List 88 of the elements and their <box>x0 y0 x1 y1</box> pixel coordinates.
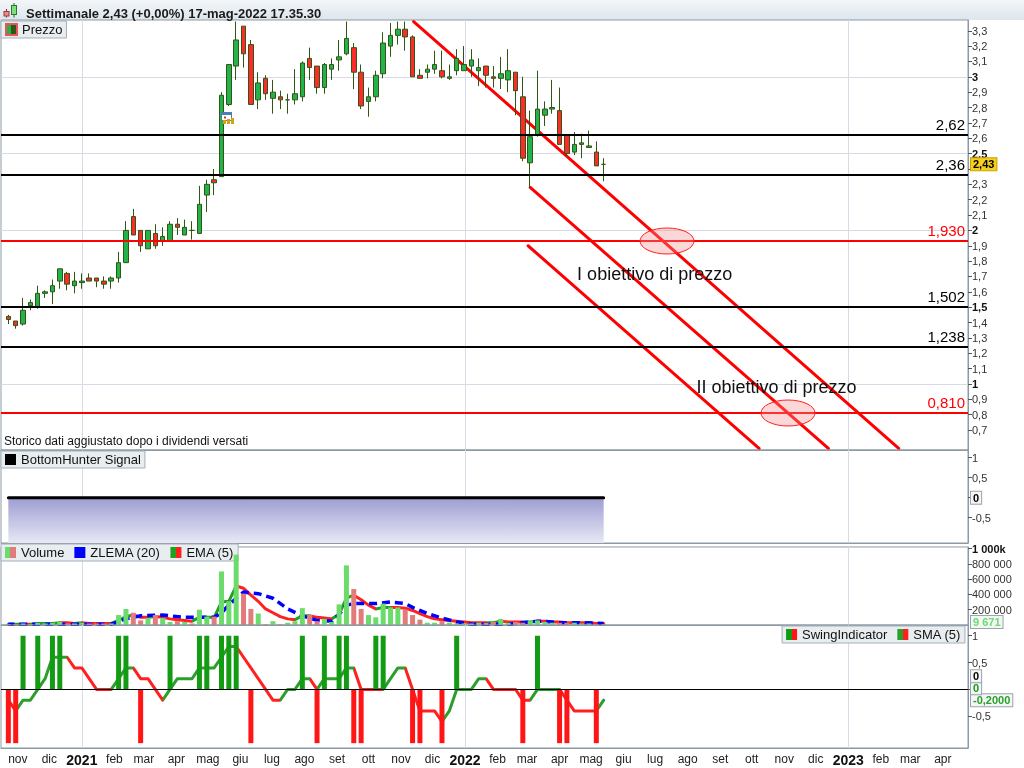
x-tick-label: mag <box>579 752 603 766</box>
y-tick-label: 0,7 <box>972 424 988 437</box>
x-tick-label: apr <box>934 752 952 766</box>
y-tick-label: 200 000 <box>972 603 1012 616</box>
y-tick-label: 2,6 <box>972 132 988 145</box>
x-tick-label: dic <box>424 752 441 766</box>
x-tick-label: lug <box>263 752 280 766</box>
y-tick-label: 1,7 <box>972 270 988 283</box>
x-tick-label: feb <box>106 752 124 766</box>
x-tick-label: dic <box>41 752 57 766</box>
y-tick-label: 2,1 <box>972 209 988 222</box>
legend-label: SwingIndicator <box>802 627 888 642</box>
x-tick-label: nov <box>774 752 794 766</box>
y-tick-label: 3 <box>972 70 979 83</box>
ref-line-label: 1,238 <box>927 328 965 346</box>
x-tick-label: dic <box>808 752 824 766</box>
y-tick-label: 1,5 <box>972 301 988 314</box>
y-tick-label: 1,6 <box>972 285 988 298</box>
y-tick-label: 0,5 <box>972 656 988 669</box>
x-tick-label: ott <box>745 752 760 766</box>
ref-line-label: 2,36 <box>935 156 965 174</box>
text: 9 671 <box>973 616 1001 628</box>
x-tick-label: feb <box>489 752 507 766</box>
legend-label: ZLEMA (20) <box>90 545 160 560</box>
ref-line-label: 1,502 <box>927 288 965 306</box>
y-tick-label: 3,3 <box>972 24 988 37</box>
y-tick-label: 0,9 <box>972 393 988 406</box>
y-tick-label: 2,9 <box>972 86 988 99</box>
y-tick-label: 2,3 <box>972 178 988 191</box>
x-tick-label: feb <box>872 752 890 766</box>
x-tick-label: 2021 <box>66 752 98 768</box>
legend-label: EMA (5) <box>186 545 234 560</box>
x-tick-label: 2023 <box>832 752 865 768</box>
y-tick-label: 400 000 <box>972 588 1012 601</box>
y-tick-label: 1,9 <box>972 239 988 252</box>
y-tick-label: 3,1 <box>972 55 988 68</box>
x-tick-label: giu <box>232 752 249 766</box>
x-tick-label: apr <box>167 752 186 766</box>
y-tick-label: 1,3 <box>972 331 988 344</box>
x-tick-label: mar <box>516 752 538 766</box>
x-tick-label: ott <box>361 752 376 766</box>
y-tick-label: 800 000 <box>972 557 1012 570</box>
ref-line-label: 2,62 <box>935 116 965 134</box>
x-tick-label: giu <box>615 752 632 766</box>
text: 0 <box>973 682 980 695</box>
x-tick-label: apr <box>550 752 569 766</box>
x-tick-label: mar <box>133 752 155 766</box>
y-tick-label: 600 000 <box>972 573 1012 586</box>
y-tick-label: 1 <box>972 451 979 464</box>
y-tick-label: 1 <box>972 629 979 642</box>
y-tick-label: 1,4 <box>972 316 988 329</box>
chart-title: Settimanale 2,43 (+0,00%) 17-mag-2022 17.35.30 <box>26 6 322 21</box>
y-tick-label: 1,2 <box>972 347 988 360</box>
x-tick-label: ago <box>294 752 315 766</box>
y-tick-label: -0,5 <box>972 511 991 524</box>
legend-label: Volume <box>21 545 65 560</box>
x-tick-label: lug <box>647 752 664 766</box>
y-tick-label: 1,8 <box>972 255 988 268</box>
x-tick-label: ago <box>677 752 698 766</box>
y-tick-label: 2,8 <box>972 101 988 114</box>
y-tick-label: -0,5 <box>972 710 991 723</box>
x-tick-label: set <box>328 752 346 766</box>
legend-label: BottomHunter Signal <box>21 452 142 467</box>
x-tick-label: nov <box>8 752 28 766</box>
x-tick-label: nov <box>391 752 411 766</box>
x-tick-label: mag <box>196 752 220 766</box>
y-tick-label: 2,2 <box>972 193 988 206</box>
y-tick-label: 0,5 <box>972 471 988 484</box>
x-tick-label: mar <box>899 752 921 766</box>
text: -0,2000 <box>973 694 1011 707</box>
y-tick-label: 2,7 <box>972 116 988 129</box>
ref-line-label: 0,810 <box>927 394 965 412</box>
y-tick-label: 1 <box>972 377 979 390</box>
annotation: Storico dati aggiustato dopo i dividendi versati <box>4 434 249 448</box>
y-tick-label: 0,8 <box>972 408 988 421</box>
y-tick-label: 2,5 <box>972 147 988 160</box>
y-tick-label: 1 000k <box>972 542 1007 555</box>
annotation: 0 <box>973 491 980 504</box>
y-tick-label: 2 <box>972 224 979 237</box>
x-tick-label: set <box>712 752 729 766</box>
annotation: 2,43 <box>973 158 995 171</box>
y-tick-label: 1,1 <box>972 362 988 375</box>
legend-label: SMA (5) <box>913 627 961 642</box>
legend-label: Prezzo <box>22 22 63 37</box>
x-tick-label: 2022 <box>449 752 481 768</box>
ref-line-label: 1,930 <box>927 222 965 240</box>
y-tick-label: 3,2 <box>972 40 988 53</box>
text: 0 <box>973 670 980 683</box>
